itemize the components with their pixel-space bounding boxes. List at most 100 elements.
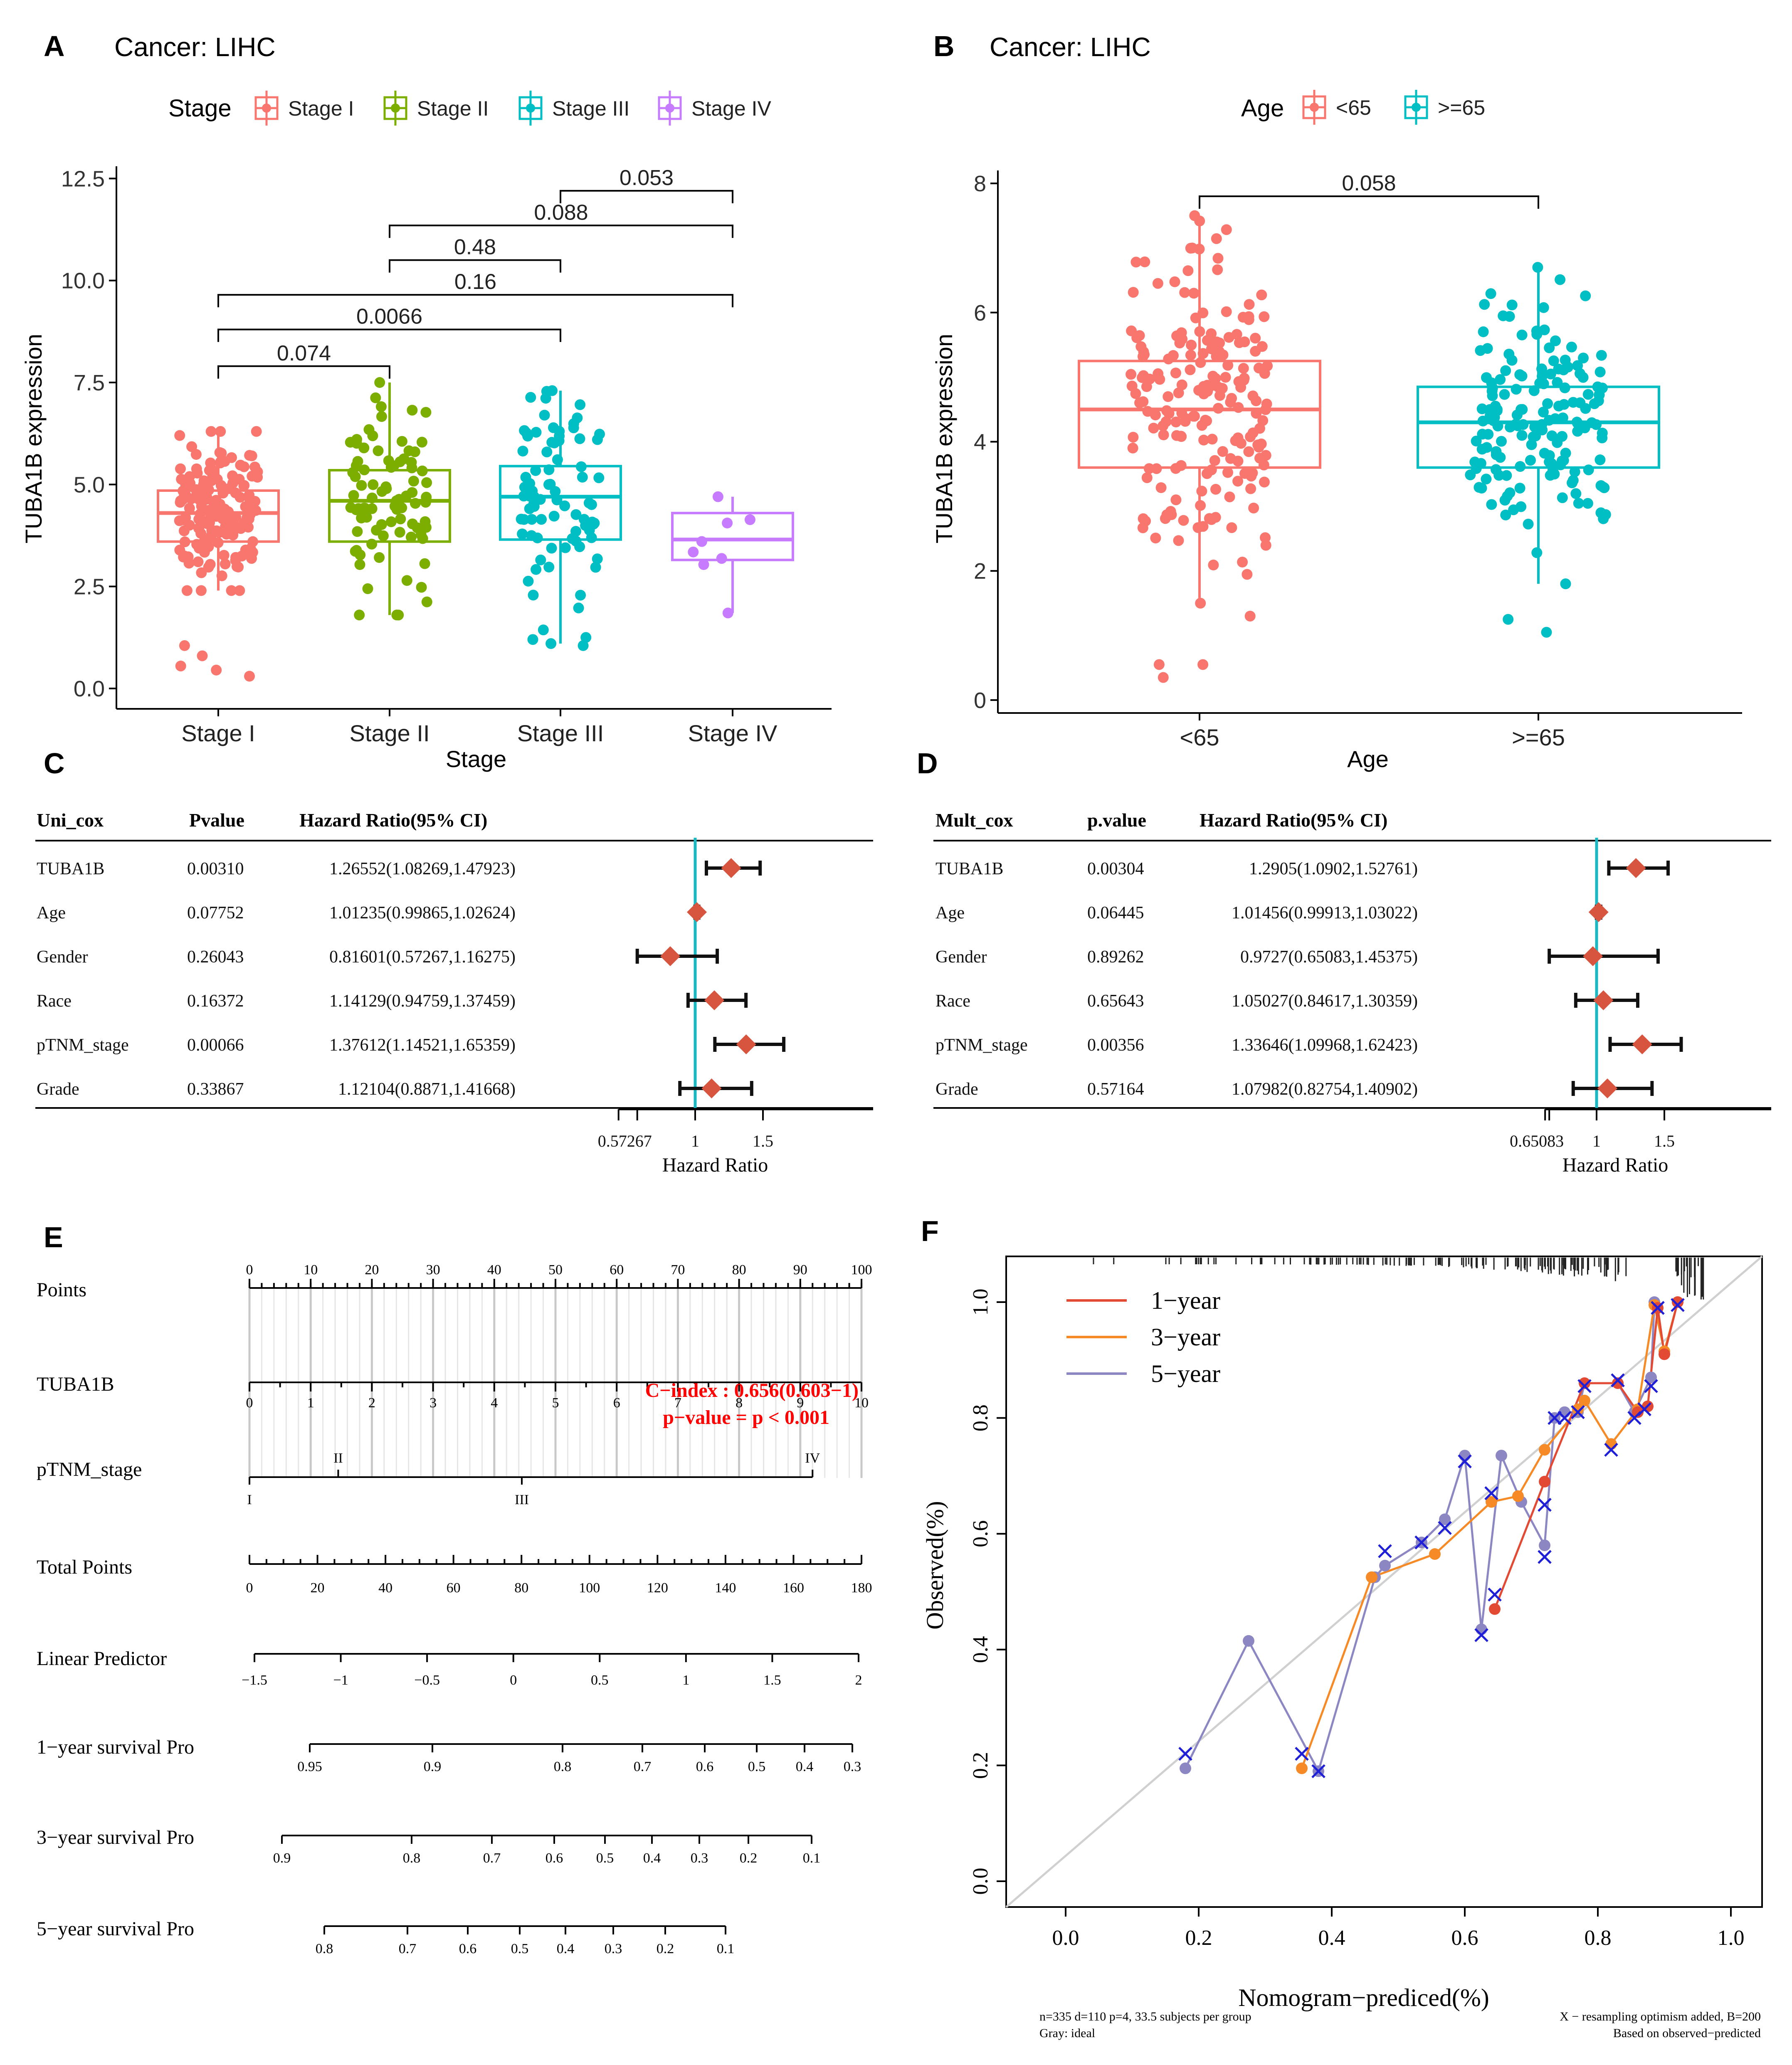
panel-a-points xyxy=(174,377,755,682)
data-point xyxy=(1244,610,1256,622)
panel-d-header-name: Mult_cox xyxy=(935,809,1013,831)
x-tick-label: >=65 xyxy=(1512,724,1565,750)
row-pvalue: 0.33867 xyxy=(187,1080,244,1099)
optimism-cross xyxy=(1438,1521,1452,1535)
data-point xyxy=(180,478,191,489)
x-tick-label: Stage III xyxy=(517,720,604,746)
data-point xyxy=(586,532,597,543)
row-hr-ci: 1.05027(0.84617,1.30359) xyxy=(1232,992,1418,1011)
bracket-line xyxy=(389,259,561,273)
data-point xyxy=(531,427,542,438)
p-value-label: 0.088 xyxy=(534,200,588,225)
data-point xyxy=(527,634,538,645)
legend-label: Stage III xyxy=(552,97,629,120)
data-point xyxy=(1526,439,1537,450)
scale-tick-label: 0.1 xyxy=(803,1850,821,1866)
data-point xyxy=(1217,383,1228,394)
data-point xyxy=(1500,509,1511,521)
scale-tick-label: 40 xyxy=(487,1262,501,1278)
optimism-cross xyxy=(1488,1587,1502,1602)
panel-d: D Mult_cox p.value Hazard Ratio(95% CI) … xyxy=(917,747,1771,1176)
data-point xyxy=(1560,447,1571,459)
bracket-line xyxy=(1199,195,1539,209)
data-point xyxy=(351,504,362,516)
data-point xyxy=(1259,476,1270,488)
data-point xyxy=(688,546,699,558)
calibration-point xyxy=(1539,1475,1550,1488)
scale-tick-label: 0.6 xyxy=(545,1850,563,1866)
p-value-label: 0.053 xyxy=(620,166,674,190)
panel-f-foot-left-2: Gray: ideal xyxy=(1039,2026,1095,2040)
data-point xyxy=(570,509,582,520)
data-point xyxy=(1500,365,1511,376)
data-point xyxy=(206,475,217,486)
data-point xyxy=(1212,253,1224,264)
legend-entry: 5−year xyxy=(1066,1360,1220,1387)
data-point xyxy=(527,486,538,496)
data-point xyxy=(1545,368,1556,380)
data-point xyxy=(350,471,361,482)
scale-tick-label: 8 xyxy=(736,1395,743,1411)
data-point xyxy=(1491,464,1501,475)
optimism-cross xyxy=(1484,1486,1498,1500)
data-point xyxy=(1481,474,1492,485)
scale-tick-label: 1 xyxy=(307,1395,314,1411)
y-tick-label: 0 xyxy=(974,688,986,713)
x-tick-label: Stage IV xyxy=(688,720,778,746)
row-hr-ci: 1.14129(0.94759,1.37459) xyxy=(329,992,516,1011)
panel-d-forest: 0.65083 1 1.5 xyxy=(933,838,1771,1150)
data-point xyxy=(1202,380,1213,391)
data-point xyxy=(1569,466,1580,477)
data-point xyxy=(373,445,384,456)
data-point xyxy=(1245,483,1256,494)
data-point xyxy=(247,471,258,482)
panel-d-rows: TUBA1B 0.00304 1.2905(1.0902,1.52761) Age 0.… xyxy=(935,859,1418,1099)
data-point xyxy=(559,500,570,511)
data-point xyxy=(1128,287,1139,298)
data-point xyxy=(207,465,218,476)
data-point xyxy=(1538,407,1549,418)
data-point xyxy=(351,460,362,471)
data-point xyxy=(220,558,231,570)
data-point xyxy=(1188,411,1199,422)
data-point xyxy=(523,575,534,587)
row-hr-ci: 1.26552(1.08269,1.47923) xyxy=(329,859,516,878)
data-point xyxy=(722,518,733,528)
data-point xyxy=(1595,454,1606,465)
data-point xyxy=(1262,360,1273,372)
data-point xyxy=(1567,477,1577,488)
data-point xyxy=(712,491,723,502)
panel-f-label: F xyxy=(921,1215,939,1247)
data-point xyxy=(1169,276,1180,287)
iqr-box xyxy=(671,512,794,561)
data-point xyxy=(1210,512,1221,523)
data-point xyxy=(376,519,387,530)
data-point xyxy=(234,492,246,503)
data-point xyxy=(1516,430,1528,441)
calibration-line-1yr xyxy=(1493,1302,1679,1610)
panel-b-ylabel: TUBA1B expression xyxy=(931,334,957,543)
data-point xyxy=(1247,390,1259,402)
data-point xyxy=(1557,431,1567,442)
data-point xyxy=(244,671,255,682)
scale-tick-label: IV xyxy=(805,1451,820,1466)
data-point xyxy=(354,609,365,621)
panel-d-header-ci: Hazard Ratio(95% CI) xyxy=(1200,809,1387,831)
data-point xyxy=(1257,415,1269,426)
data-point xyxy=(1260,532,1271,543)
bracket-line xyxy=(389,225,733,238)
data-point xyxy=(1221,306,1232,317)
data-point xyxy=(573,602,584,614)
y-tick-label: 12.5 xyxy=(61,166,105,191)
data-point xyxy=(1222,360,1234,371)
data-point xyxy=(395,513,406,525)
data-point xyxy=(348,490,359,501)
data-point xyxy=(1134,330,1145,341)
data-point xyxy=(548,511,560,522)
calibration-point xyxy=(1512,1490,1524,1502)
legend-point-symbol xyxy=(262,104,271,113)
optimism-cross xyxy=(1458,1454,1472,1468)
data-point xyxy=(1134,397,1145,408)
y-tick-label: 0.4 xyxy=(969,1636,992,1663)
panel-a: A Cancer: LIHC Stage Stage I Stage II Stag… xyxy=(20,30,832,772)
